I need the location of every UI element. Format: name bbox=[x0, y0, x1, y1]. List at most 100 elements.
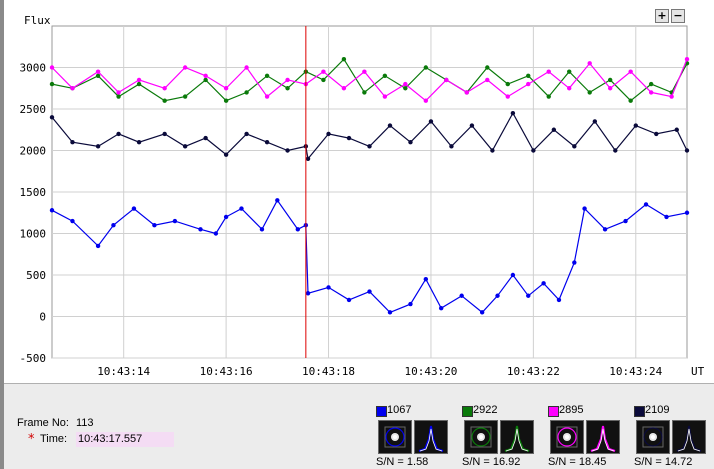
series-line-2895 bbox=[51, 58, 688, 102]
data-point-2109 bbox=[428, 119, 434, 124]
data-point-2922 bbox=[362, 90, 367, 95]
lightcurve-plot-panel[interactable]: 3000 2500 2000 1500 1000 500 0 -500 10:43:14 10:4… bbox=[4, 0, 714, 384]
data-point-2895 bbox=[285, 77, 290, 83]
data-point-2109 bbox=[592, 119, 598, 124]
data-point-2109 bbox=[136, 140, 142, 145]
x-tick-label: 10:43:16 bbox=[200, 365, 253, 378]
data-point-2109 bbox=[49, 115, 55, 120]
data-point-1067 bbox=[541, 281, 546, 286]
data-point-1067 bbox=[70, 218, 75, 224]
data-point-1067 bbox=[556, 297, 562, 303]
data-point-1067 bbox=[275, 198, 280, 203]
sn-label: S/N = bbox=[462, 456, 490, 468]
x-tick-label: 10:43:24 bbox=[609, 365, 662, 378]
data-point-2895 bbox=[264, 94, 270, 99]
signal-to-noise: S/N = 1.58 bbox=[376, 456, 428, 468]
zoom-in-button[interactable]: + bbox=[655, 9, 669, 23]
data-point-2109 bbox=[203, 135, 208, 141]
star-image-icon bbox=[636, 420, 670, 454]
time-value: 10:43:17.557 bbox=[76, 432, 174, 447]
data-point-2895 bbox=[70, 86, 75, 91]
data-point-2109 bbox=[449, 144, 454, 149]
star-panel-2922[interactable]: 2922 S/N = 16.92 bbox=[462, 404, 542, 469]
data-point-2895 bbox=[684, 57, 690, 62]
zoom-out-button[interactable]: − bbox=[671, 9, 685, 23]
data-point-1067 bbox=[198, 227, 203, 232]
data-point-2922 bbox=[95, 73, 101, 79]
data-point-2922 bbox=[285, 86, 290, 91]
data-point-1067 bbox=[172, 218, 178, 224]
data-point-2109 bbox=[305, 156, 311, 161]
data-point-2109 bbox=[633, 123, 638, 128]
data-point-2895 bbox=[567, 86, 572, 91]
data-point-2109 bbox=[367, 144, 372, 149]
x-axis-label: UT bbox=[691, 365, 705, 378]
y-tick-label: 2500 bbox=[20, 103, 47, 116]
star-color-swatch bbox=[634, 406, 645, 417]
data-point-2922 bbox=[116, 94, 121, 99]
data-point-2895 bbox=[587, 61, 592, 66]
data-point-2109 bbox=[674, 127, 679, 132]
data-point-1067 bbox=[152, 223, 157, 228]
data-point-2895 bbox=[464, 90, 469, 95]
signal-to-noise: S/N = 14.72 bbox=[634, 456, 692, 468]
sn-value: 1.58 bbox=[406, 456, 429, 468]
data-point-2922 bbox=[526, 73, 531, 79]
sn-value: 18.45 bbox=[578, 456, 607, 468]
data-point-2922 bbox=[648, 81, 654, 87]
data-point-2895 bbox=[444, 77, 449, 83]
data-point-1067 bbox=[582, 206, 587, 211]
data-point-2109 bbox=[654, 131, 659, 137]
star-id-label: 2895 bbox=[559, 404, 584, 416]
data-point-2109 bbox=[326, 131, 331, 137]
data-point-2109 bbox=[572, 144, 577, 149]
data-point-1067 bbox=[572, 260, 577, 265]
window-edge bbox=[0, 0, 4, 469]
y-tick-label: 1000 bbox=[20, 228, 47, 241]
data-point-1067 bbox=[295, 227, 301, 232]
data-point-2109 bbox=[264, 140, 270, 145]
sn-value: 16.92 bbox=[492, 456, 521, 468]
data-point-1067 bbox=[684, 210, 690, 215]
data-point-2109 bbox=[408, 140, 413, 145]
data-point-1067 bbox=[479, 310, 485, 315]
data-point-2922 bbox=[546, 94, 551, 99]
data-point-2895 bbox=[382, 94, 388, 99]
data-point-1067 bbox=[131, 206, 137, 211]
y-tick-label: 1500 bbox=[20, 186, 47, 199]
star-color-swatch bbox=[376, 406, 387, 417]
frame-number-label: Frame No: bbox=[17, 417, 69, 429]
sn-label: S/N = bbox=[548, 456, 576, 468]
data-point-2895 bbox=[321, 69, 326, 74]
data-point-2895 bbox=[423, 98, 429, 103]
data-point-2895 bbox=[244, 65, 249, 70]
data-point-2895 bbox=[95, 69, 101, 74]
data-point-2922 bbox=[321, 77, 326, 83]
star-panel-1067[interactable]: 1067 S/N = 1.58 bbox=[376, 404, 456, 469]
sn-label: S/N = bbox=[376, 456, 404, 468]
data-point-2895 bbox=[628, 69, 633, 74]
star-panel-2895[interactable]: 2895 S/N = 18.45 bbox=[548, 404, 628, 469]
data-point-2922 bbox=[341, 57, 347, 62]
y-tick-label: 0 bbox=[39, 311, 46, 324]
star-profile-icon bbox=[586, 420, 620, 454]
data-point-2895 bbox=[505, 94, 510, 99]
data-point-2109 bbox=[223, 152, 229, 157]
data-point-2109 bbox=[490, 148, 495, 153]
data-point-2109 bbox=[684, 148, 690, 153]
time-label: Time: bbox=[40, 433, 68, 445]
data-point-1067 bbox=[259, 227, 265, 232]
data-point-1067 bbox=[346, 297, 352, 303]
data-point-2922 bbox=[203, 77, 208, 83]
data-point-1067 bbox=[643, 202, 649, 207]
data-point-2922 bbox=[136, 81, 142, 87]
data-point-1067 bbox=[459, 293, 464, 298]
data-point-2922 bbox=[628, 98, 633, 103]
star-panel-2109[interactable]: 2109 S/N = 14.72 bbox=[634, 404, 714, 469]
data-point-1067 bbox=[111, 223, 116, 228]
time-marker-icon: * bbox=[28, 432, 35, 447]
lightcurve-chart[interactable]: 3000 2500 2000 1500 1000 500 0 -500 10:43:14 10:4… bbox=[4, 0, 714, 383]
data-point-2895 bbox=[669, 94, 674, 99]
data-point-1067 bbox=[305, 291, 311, 296]
